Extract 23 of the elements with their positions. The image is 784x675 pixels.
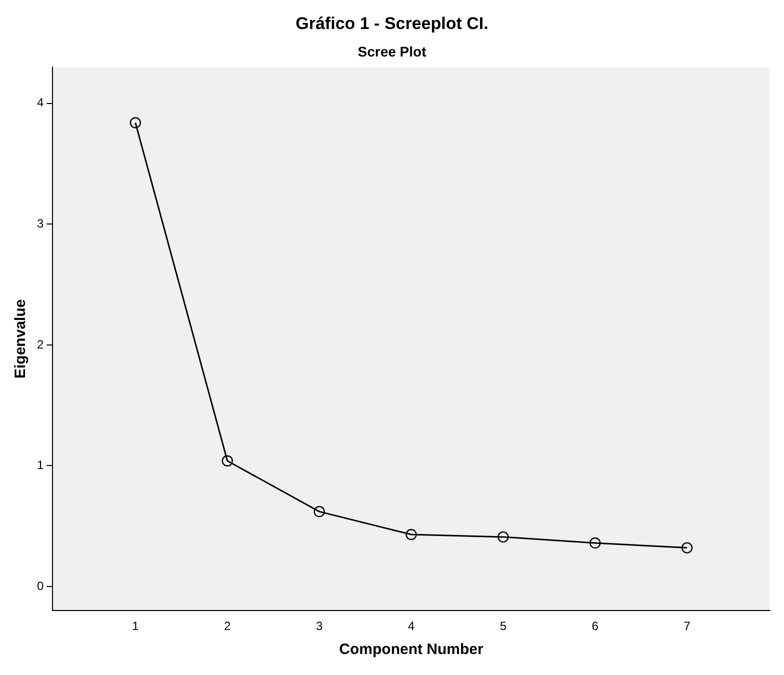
y-tick-label: 3 <box>36 216 44 230</box>
point <box>222 455 233 466</box>
x-tick-label: 2 <box>224 619 232 634</box>
y-tick-label: 0 <box>36 578 44 593</box>
x-axis-title: Component Number <box>339 641 484 658</box>
point <box>406 528 417 540</box>
x-tick-label: 5 <box>500 619 507 634</box>
point <box>681 542 693 554</box>
x-tick-label: 1 <box>132 619 140 634</box>
x-tick-label: 6 <box>592 619 599 634</box>
x-tick-label: 3 <box>316 619 323 634</box>
point <box>130 117 142 128</box>
y-tick-label: 4 <box>36 96 44 110</box>
chart-subtitle: Scree Plot <box>358 44 427 60</box>
point <box>498 531 509 543</box>
chart-title: Gráfico 1 - Screeplot CI. <box>296 14 488 33</box>
y-axis-title: Eigenvalue <box>12 299 30 378</box>
y-tick-label: 1 <box>36 458 44 472</box>
x-tick-label: 4 <box>408 619 415 634</box>
y-tick-label: 2 <box>36 337 44 352</box>
point <box>314 506 325 518</box>
x-tick-label: 7 <box>684 619 691 634</box>
point <box>590 537 601 549</box>
